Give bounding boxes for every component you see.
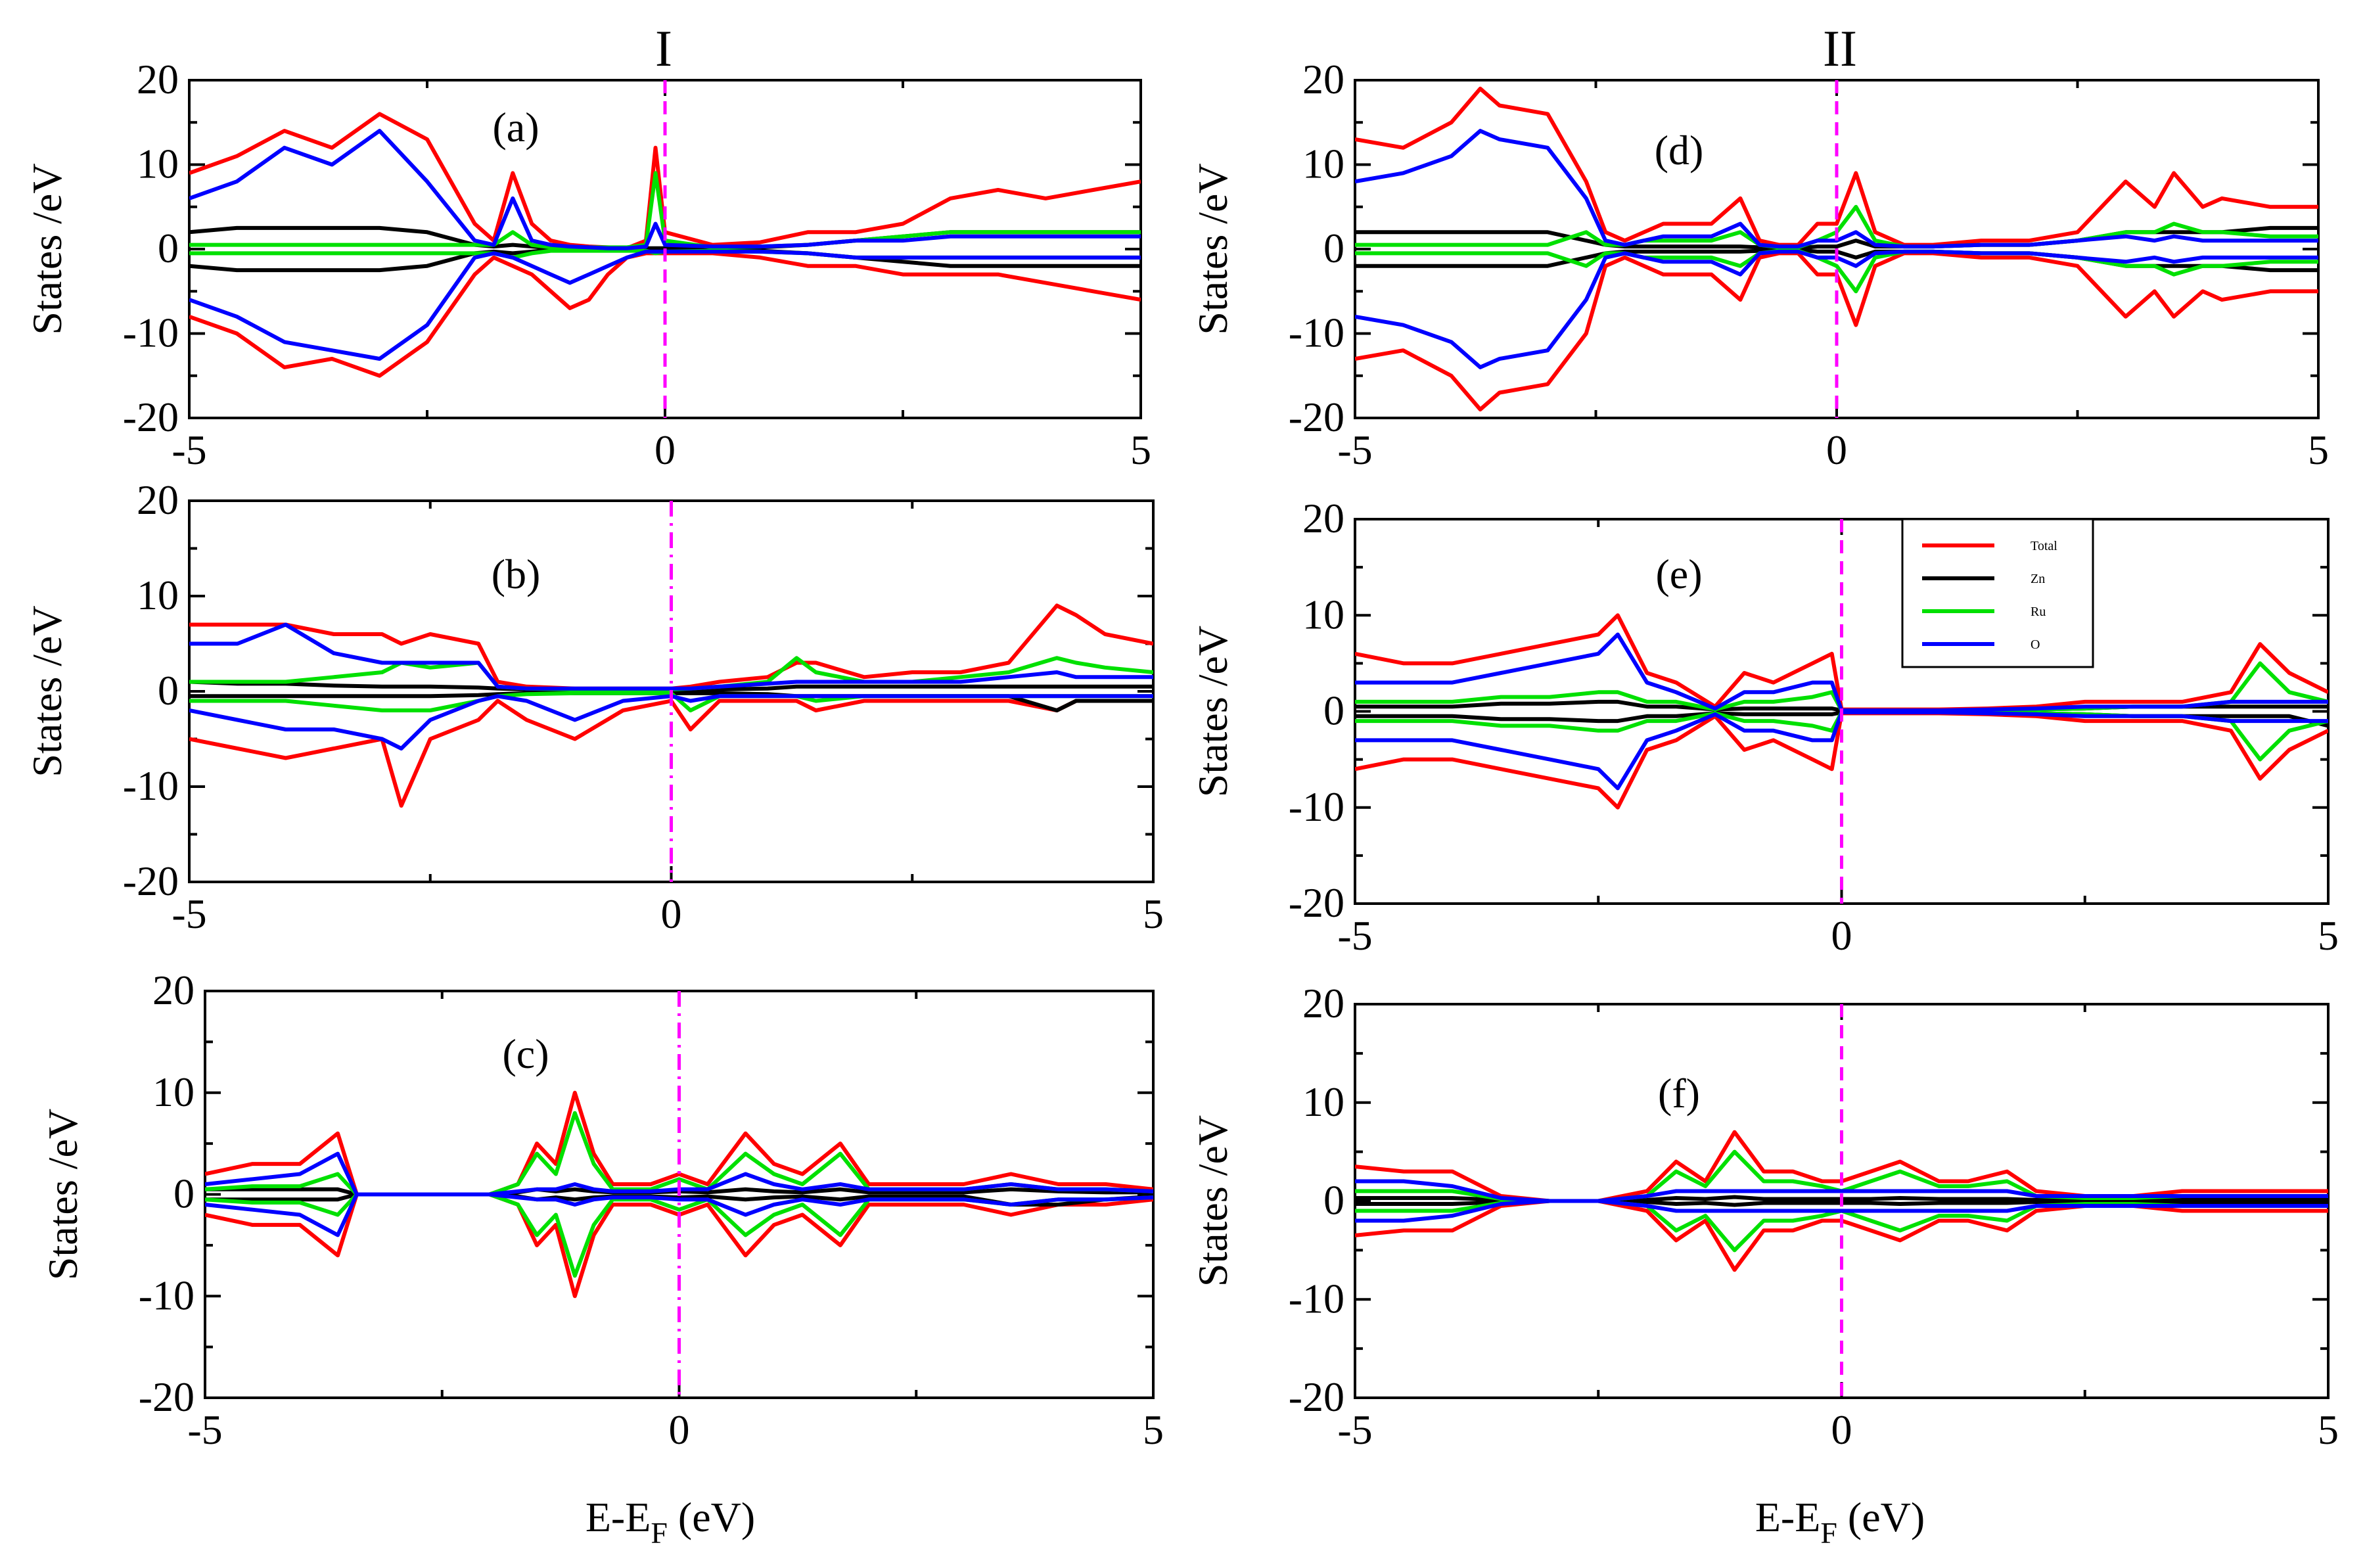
x-tick-label: 0	[669, 1406, 690, 1453]
y-tick-label: 20	[137, 56, 179, 103]
dos-panel: -20 -10 0 10 20 -5 0 5 States /eV (f)	[1189, 980, 2339, 1453]
y-axis-label: States /eV	[1189, 626, 1236, 797]
y-axis-label: States /eV	[1189, 1115, 1236, 1287]
x-tick-label: 0	[661, 890, 682, 937]
series-line-o-upper	[1355, 632, 2328, 712]
y-tick-label: 20	[1302, 980, 1344, 1026]
x-tick-label: 5	[1130, 427, 1151, 473]
series-line-o-lower	[189, 249, 1141, 361]
series-line-o-lower	[1355, 1199, 2328, 1223]
series-line-o-lower	[205, 1192, 1153, 1237]
y-tick-label: 10	[1302, 1078, 1344, 1125]
y-tick-label: 10	[152, 1069, 195, 1115]
legend-label: Total	[2031, 539, 2057, 553]
y-tick-label: -10	[1289, 1275, 1344, 1322]
dos-panel: -20 -10 0 10 20 -5 0 5 States /eV (b)	[24, 476, 1164, 937]
series-line-o-upper	[189, 622, 1153, 691]
x-axis-label-left: E-EF (eV)	[586, 1494, 755, 1550]
series-group	[1355, 86, 2318, 412]
y-tick-label: 0	[1323, 687, 1344, 734]
series-group	[205, 1090, 1153, 1299]
panel-label: (a)	[492, 104, 539, 150]
y-tick-label: 0	[1323, 1177, 1344, 1224]
y-tick-label: 0	[173, 1170, 195, 1217]
y-tick-label: -20	[1289, 394, 1344, 440]
legend-label: Zn	[2031, 572, 2045, 586]
x-tick-label: 5	[2318, 1406, 2339, 1453]
y-axis-label: States /eV	[39, 1109, 86, 1280]
y-tick-label: -10	[123, 310, 179, 356]
legend-label: Ru	[2031, 605, 2046, 619]
y-tick-label: -20	[1289, 879, 1344, 926]
panel-label: (d)	[1655, 127, 1704, 173]
x-tick-label: 5	[2308, 427, 2329, 473]
panel-label: (b)	[492, 551, 541, 597]
panel-label: (f)	[1658, 1070, 1700, 1117]
y-tick-label: -10	[139, 1272, 195, 1318]
y-tick-label: 0	[158, 225, 179, 271]
y-axis-label: States /eV	[24, 163, 70, 334]
series-line-total-lower	[189, 251, 1141, 378]
panel-label: (c)	[502, 1030, 549, 1077]
x-axis-label-right: E-EF (eV)	[1755, 1494, 1925, 1550]
y-tick-label: 20	[1302, 56, 1344, 103]
y-tick-label: 10	[1302, 141, 1344, 187]
y-tick-label: -20	[123, 394, 179, 440]
legend: Total Zn Ru O	[1901, 518, 2094, 668]
dos-panel: -20 -10 0 10 20 -5 0 5 States /eV (d)	[1189, 56, 2329, 473]
x-tick-label: 0	[654, 427, 676, 473]
series-group	[1355, 1130, 2328, 1272]
x-tick-label: -5	[172, 890, 206, 937]
series-line-total-lower	[189, 699, 1153, 808]
dos-panel: -20 -10 0 10 20 -5 0 5 States /eV (c)	[39, 967, 1164, 1453]
y-tick-label: 0	[158, 667, 179, 714]
panel-label: (e)	[1655, 551, 1702, 597]
dos-panel: -20 -10 0 10 20 -5 0 5 States /eV (e)	[1189, 495, 2339, 959]
series-group	[189, 603, 1153, 808]
y-tick-label: -10	[123, 762, 179, 809]
y-tick-label: -10	[1289, 783, 1344, 830]
y-tick-label: -10	[1289, 310, 1344, 356]
series-line-o-lower	[189, 694, 1153, 750]
series-line-o-upper	[189, 129, 1141, 250]
y-tick-label: 10	[137, 572, 179, 618]
y-tick-label: 10	[1302, 591, 1344, 637]
y-tick-label: -20	[1289, 1373, 1344, 1420]
column-title-I: I	[655, 20, 672, 77]
y-tick-label: 20	[152, 967, 195, 1013]
y-tick-label: 0	[1323, 225, 1344, 271]
x-tick-label: 5	[1143, 890, 1164, 937]
y-tick-label: 20	[137, 476, 179, 523]
series-group	[1355, 613, 2328, 810]
x-tick-label: 0	[1831, 912, 1852, 959]
series-line-total-upper	[1355, 613, 2328, 712]
x-tick-label: -5	[1337, 1406, 1372, 1453]
x-tick-label: 5	[1143, 1406, 1164, 1453]
column-title-II: II	[1823, 20, 1857, 77]
series-line-o-upper	[1355, 129, 2318, 249]
x-tick-label: 0	[1826, 427, 1847, 473]
x-tick-label: 0	[1831, 1406, 1852, 1453]
series-line-total-lower	[1355, 711, 2328, 810]
x-tick-label: -5	[1337, 912, 1372, 959]
y-axis-label: States /eV	[24, 605, 70, 777]
y-tick-label: -20	[123, 858, 179, 904]
x-tick-label: 5	[2318, 912, 2339, 959]
series-line-o-lower	[1355, 249, 2318, 369]
y-tick-label: 10	[137, 141, 179, 187]
legend-label: O	[2031, 637, 2040, 652]
x-tick-label: -5	[1337, 427, 1372, 473]
dos-panel: -20 -10 0 10 20 -5 0 5 States /eV (a)	[24, 56, 1151, 473]
y-tick-label: -20	[139, 1373, 195, 1420]
series-group	[189, 112, 1141, 378]
y-tick-label: 20	[1302, 495, 1344, 542]
y-axis-label: States /eV	[1189, 163, 1236, 334]
x-tick-label: -5	[187, 1406, 222, 1453]
series-line-o-lower	[1355, 710, 2328, 791]
x-tick-label: -5	[172, 427, 206, 473]
